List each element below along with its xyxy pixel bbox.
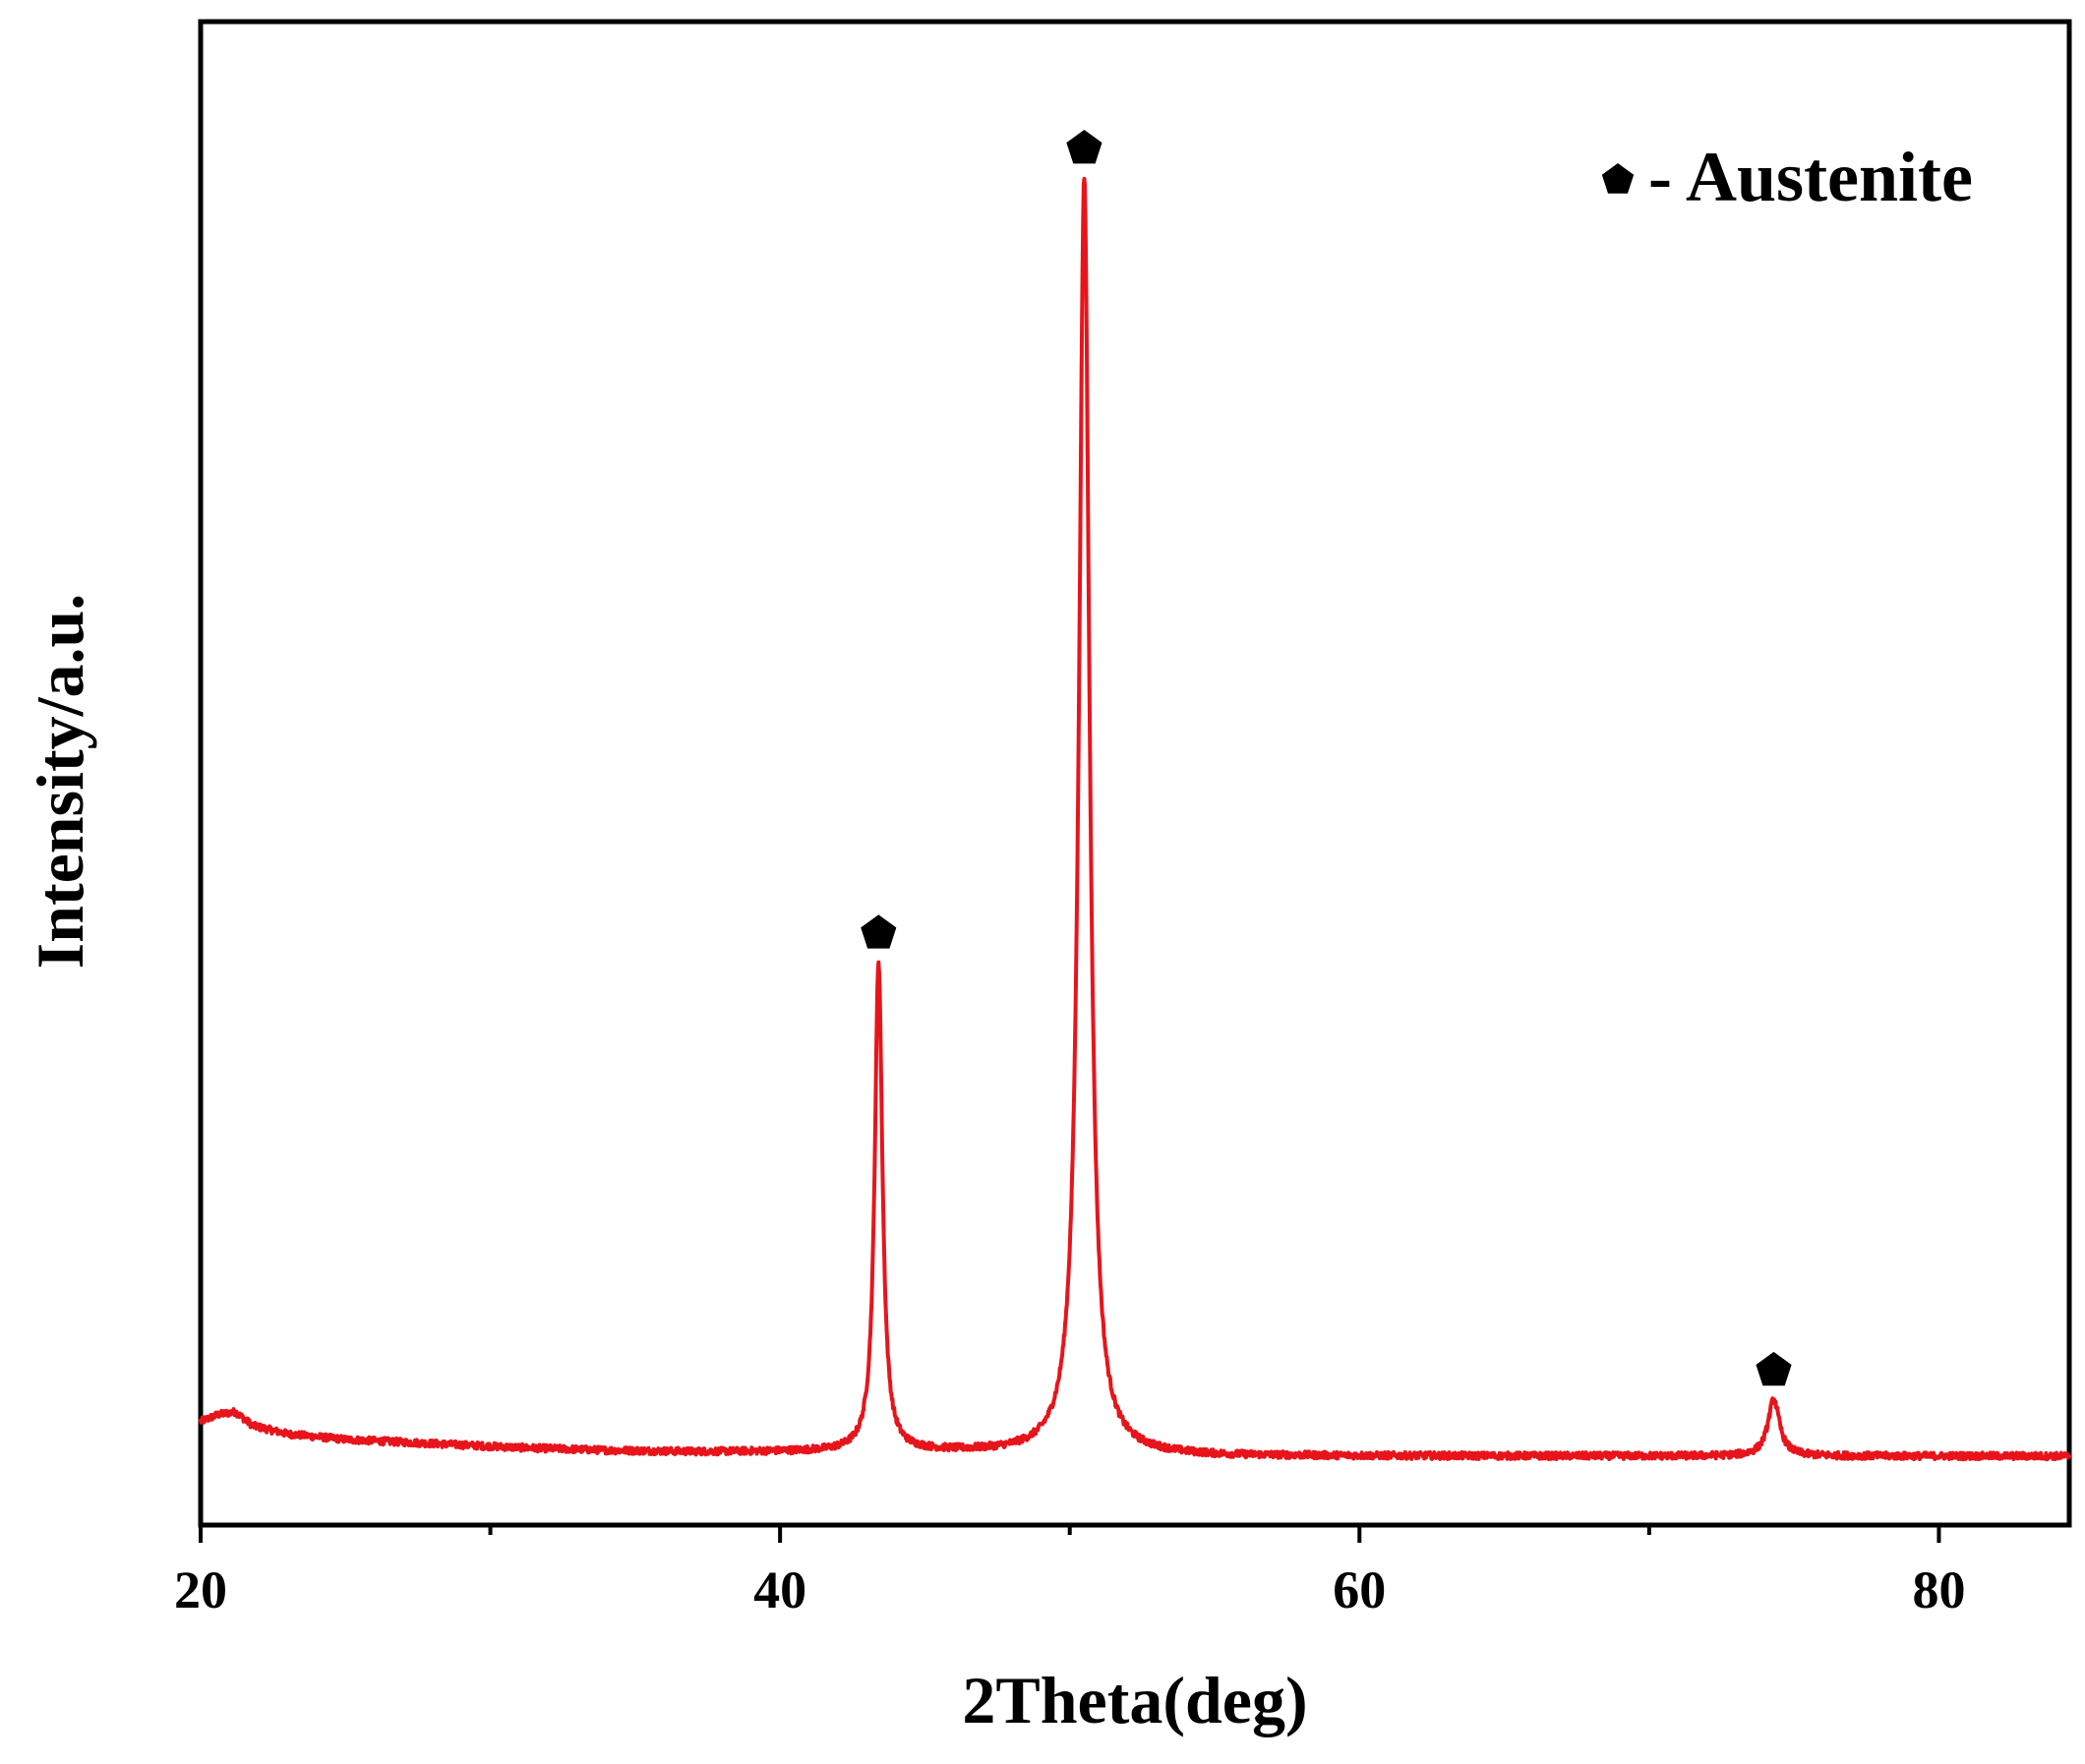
legend: - Austenite <box>1601 138 1973 216</box>
axis-labels: 2Theta(deg) Intensity/a.u. <box>23 594 1308 1737</box>
x-axis-ticks: 20 40 60 80 <box>174 1525 1965 1619</box>
x-tick-label: 60 <box>1333 1560 1386 1619</box>
legend-label: - Austenite <box>1648 138 1973 216</box>
x-axis-title: 2Theta(deg) <box>962 1663 1307 1737</box>
pentagon-icon <box>1756 1351 1792 1386</box>
series-line-0 <box>199 176 2071 1462</box>
plot-frame <box>198 19 2072 1528</box>
legend-pentagon-icon <box>1601 163 1635 194</box>
peak-markers <box>861 130 1792 1386</box>
plot-area <box>198 19 2072 1528</box>
pentagon-icon <box>1066 130 1102 164</box>
pentagon-icon <box>861 914 897 949</box>
x-tick-label: 80 <box>1912 1560 1965 1619</box>
y-axis-title: Intensity/a.u. <box>23 594 97 970</box>
x-tick-label: 40 <box>753 1560 806 1619</box>
x-tick-label: 20 <box>174 1560 227 1619</box>
series-group <box>199 176 2071 1462</box>
